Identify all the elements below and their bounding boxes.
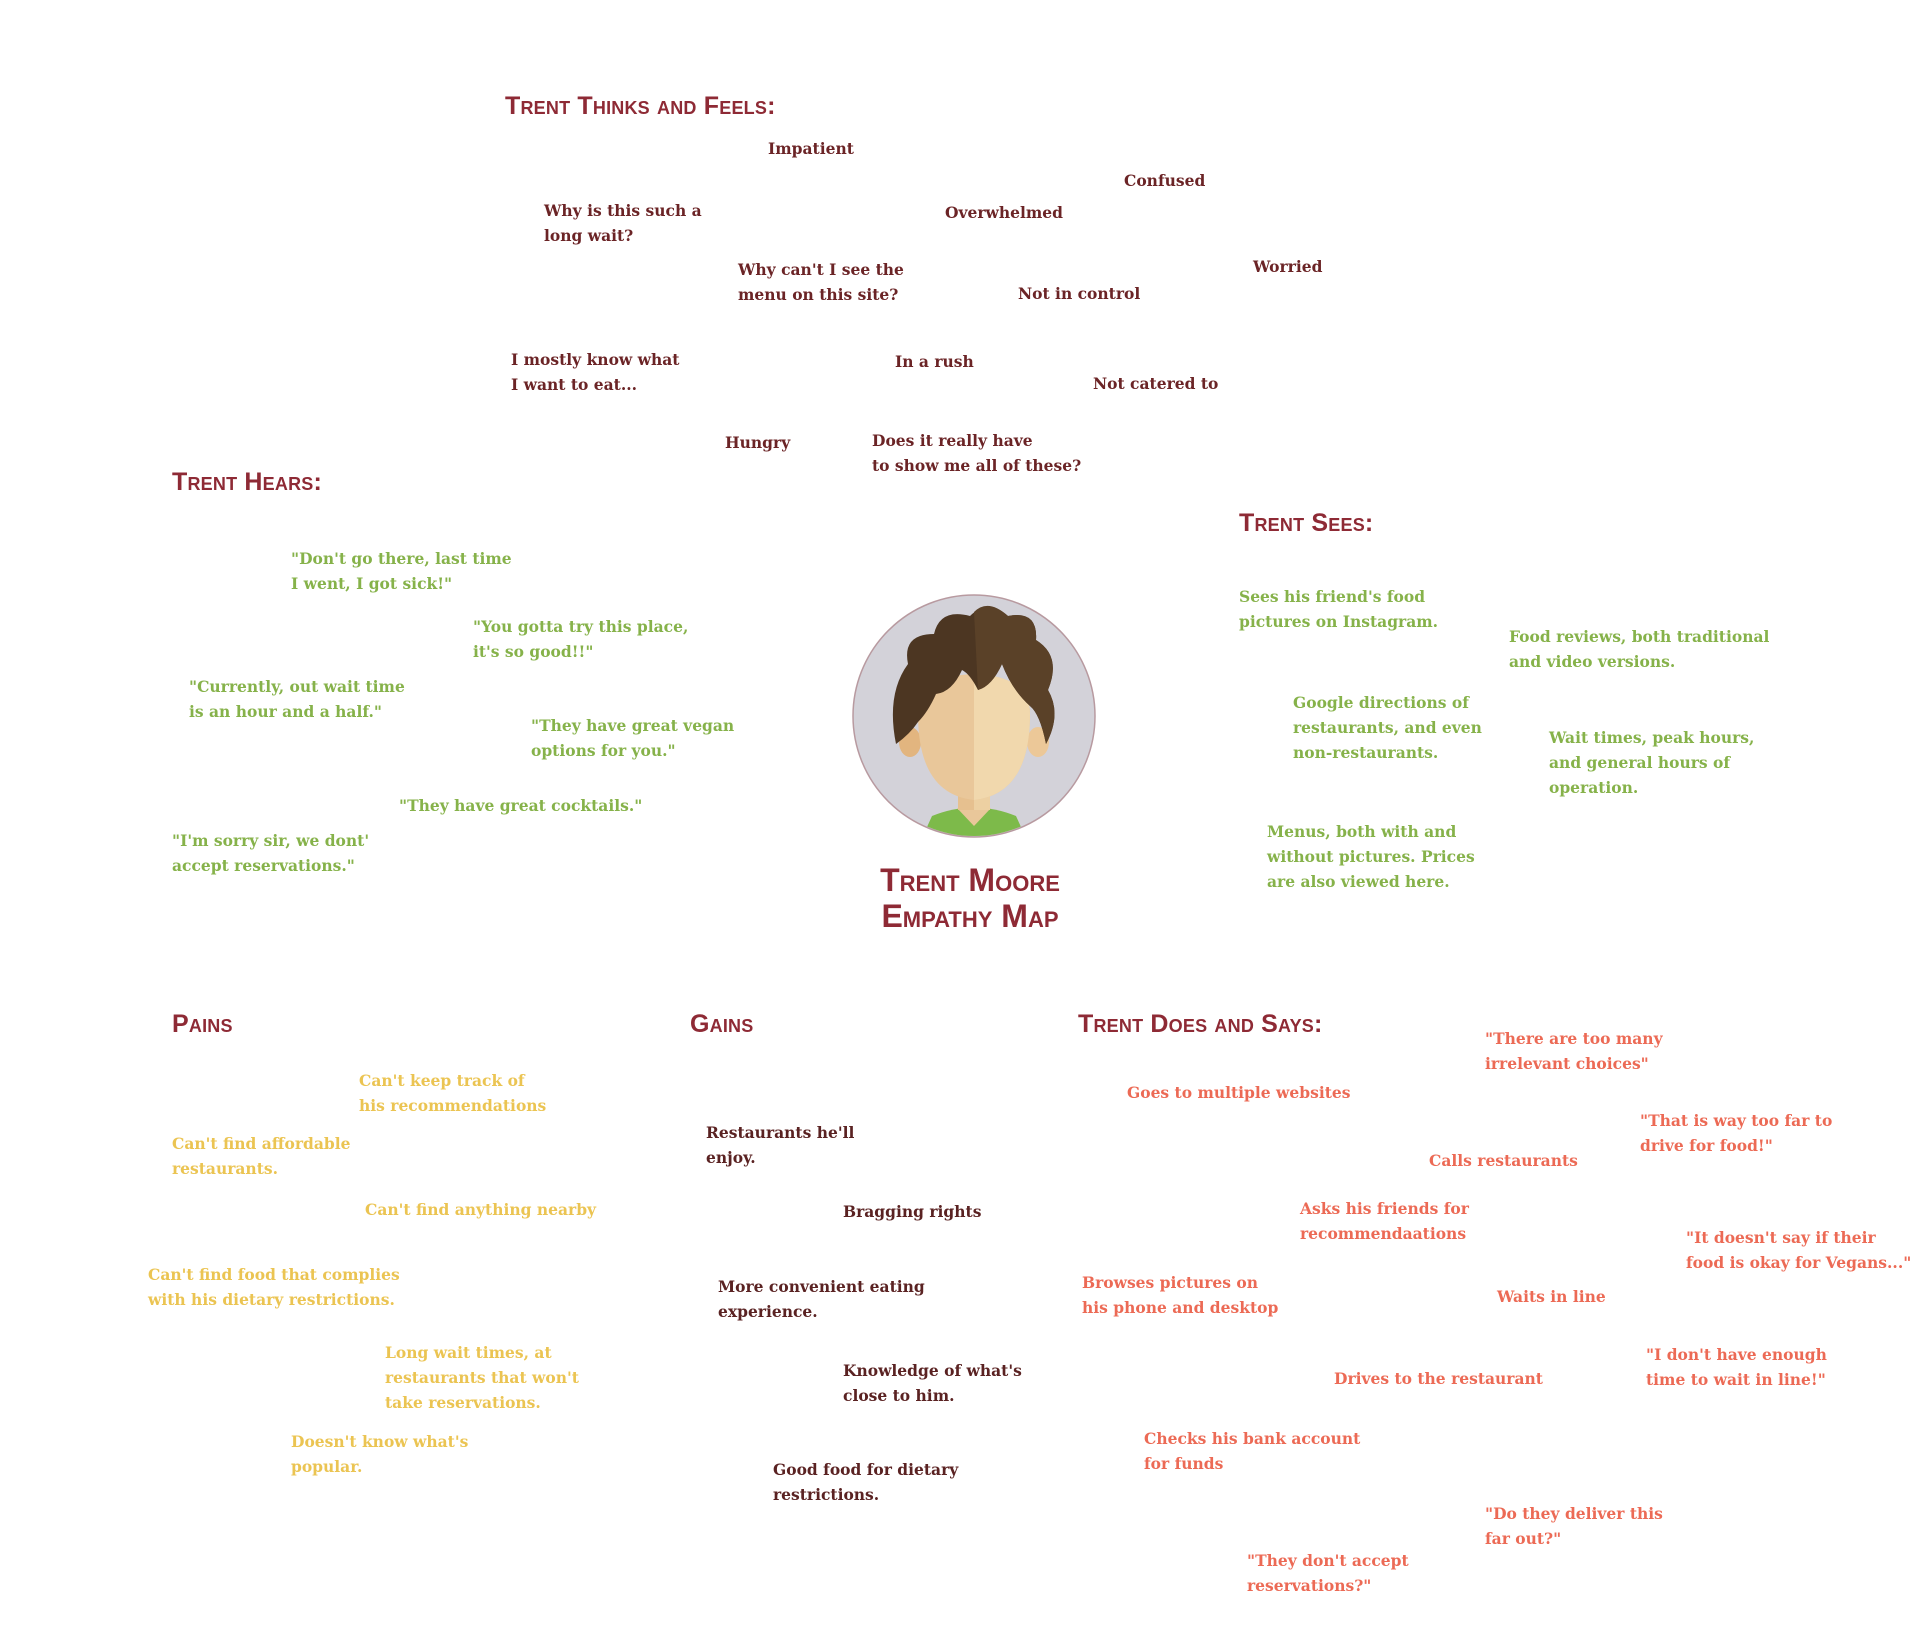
pains-note: Doesn't know what's popular. <box>291 1432 469 1476</box>
thinks-note: Does it really have to show me all of th… <box>872 431 1082 475</box>
thinks-note: Impatient <box>768 139 854 158</box>
hears-note: "You gotta try this place, it's so good!… <box>473 617 689 661</box>
gains-note: More convenient eating experience. <box>718 1277 925 1321</box>
hears-note: "I'm sorry sir, we dont' accept reservat… <box>172 831 370 875</box>
does-note: Checks his bank account for funds <box>1144 1429 1361 1473</box>
sees-note: Menus, both with and without pictures. P… <box>1267 822 1475 891</box>
does-note: Waits in line <box>1497 1287 1606 1306</box>
pains-heading: Pains <box>172 1010 233 1038</box>
thinks-note: I mostly know what I want to eat... <box>511 350 680 394</box>
does-note: "Do they deliver this far out?" <box>1485 1504 1663 1548</box>
gains-heading: Gains <box>690 1010 754 1038</box>
pains-note: Can't find food that complies with his d… <box>148 1265 400 1309</box>
does-note: "I don't have enough time to wait in lin… <box>1646 1345 1827 1389</box>
does-note: Browses pictures on his phone and deskto… <box>1082 1273 1279 1317</box>
page-title: Trent Moore Empathy Map <box>840 862 1100 934</box>
sees-note: Wait times, peak hours, and general hour… <box>1549 728 1755 797</box>
does-note: "They don't accept reservations?" <box>1247 1551 1409 1595</box>
does-note: Asks his friends for recommendaations <box>1300 1199 1469 1243</box>
pains-note: Can't find anything nearby <box>365 1200 597 1219</box>
gains-note: Knowledge of what's close to him. <box>843 1361 1022 1405</box>
does-heading: Trent Does and Says: <box>1078 1010 1323 1038</box>
hears-heading: Trent Hears: <box>172 468 323 496</box>
sees-note: Sees his friend's food pictures on Insta… <box>1239 587 1439 631</box>
hears-note: "Currently, out wait time is an hour and… <box>189 677 405 721</box>
pains-note: Can't keep track of his recommendations <box>359 1071 547 1115</box>
does-note: "It doesn't say if their food is okay fo… <box>1686 1228 1912 1272</box>
thinks-note: In a rush <box>895 352 974 371</box>
thinks-heading: Trent Thinks and Feels: <box>505 92 776 120</box>
does-note: Goes to multiple websites <box>1127 1083 1351 1102</box>
title-line-1: Trent Moore <box>880 862 1060 898</box>
thinks-note: Worried <box>1253 257 1323 276</box>
title-line-2: Empathy Map <box>881 898 1059 934</box>
gains-note: Bragging rights <box>843 1202 982 1221</box>
does-note: Calls restaurants <box>1429 1151 1578 1170</box>
pains-note: Long wait times, at restaurants that won… <box>385 1343 579 1412</box>
person-avatar-icon <box>852 594 1096 838</box>
hears-note: "They have great cocktails." <box>399 796 643 815</box>
thinks-note: Confused <box>1124 171 1206 190</box>
thinks-note: Why is this such a long wait? <box>544 201 702 245</box>
pains-note: Can't find affordable restaurants. <box>172 1134 351 1178</box>
does-note: Drives to the restaurant <box>1334 1369 1543 1388</box>
thinks-note: Not in control <box>1018 284 1141 303</box>
hears-note: "They have great vegan options for you." <box>531 716 735 760</box>
thinks-note: Overwhelmed <box>945 203 1063 222</box>
sees-note: Food reviews, both traditional and video… <box>1509 627 1770 671</box>
thinks-note: Hungry <box>725 433 791 452</box>
persona-avatar <box>852 594 1096 838</box>
sees-note: Google directions of restaurants, and ev… <box>1293 693 1482 762</box>
does-note: "That is way too far to drive for food!" <box>1640 1111 1833 1155</box>
hears-note: "Don't go there, last time I went, I got… <box>291 549 512 593</box>
does-note: "There are too many irrelevant choices" <box>1485 1029 1663 1073</box>
gains-note: Restaurants he'll enjoy. <box>706 1123 855 1167</box>
thinks-note: Why can't I see the menu on this site? <box>738 260 904 304</box>
sees-heading: Trent Sees: <box>1239 509 1374 537</box>
gains-note: Good food for dietary restrictions. <box>773 1460 959 1504</box>
thinks-note: Not catered to <box>1093 374 1219 393</box>
